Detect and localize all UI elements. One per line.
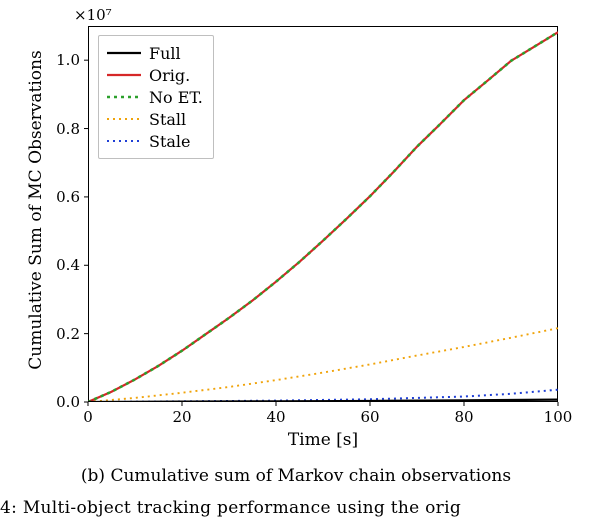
legend-entry: No ET. — [107, 86, 203, 108]
x-tick-label: 40 — [266, 408, 285, 426]
clipped-text-fragment: 4: Multi-object tracking performance usi… — [0, 498, 592, 518]
x-tick-label: 0 — [83, 408, 93, 426]
y-tick-label: 0.2 — [56, 325, 80, 343]
legend-entry: Stall — [107, 108, 203, 130]
legend-swatch — [107, 112, 141, 126]
x-tick-label: 20 — [172, 408, 191, 426]
x-tick-label: 80 — [454, 408, 473, 426]
figure: ×10⁷ Cumulative Sum of MC Observations T… — [0, 0, 592, 520]
legend-label: Full — [149, 44, 181, 63]
y-tick-label: 1.0 — [56, 51, 80, 69]
y-tick-label: 0.0 — [56, 393, 80, 411]
y-tick-label: 0.8 — [56, 120, 80, 138]
legend-swatch — [107, 68, 141, 82]
legend-swatch — [107, 134, 141, 148]
caption: (b) Cumulative sum of Markov chain obser… — [0, 466, 592, 486]
y-tick-label: 0.6 — [56, 188, 80, 206]
legend-swatch — [107, 46, 141, 60]
legend-entry: Orig. — [107, 64, 203, 86]
legend-entry: Stale — [107, 130, 203, 152]
legend-label: Orig. — [149, 66, 190, 85]
x-tick-label: 100 — [544, 408, 573, 426]
legend-swatch — [107, 90, 141, 104]
legend-label: Stall — [149, 110, 186, 129]
legend-label: No ET. — [149, 88, 203, 107]
x-tick-label: 60 — [360, 408, 379, 426]
x-axis-label: Time [s] — [88, 430, 558, 450]
legend-label: Stale — [149, 132, 191, 151]
legend-entry: Full — [107, 42, 203, 64]
y-axis-label: Cumulative Sum of MC Observations — [26, 20, 46, 400]
legend: Full Orig. No ET. Stall Stale — [98, 35, 214, 159]
y-axis-exponent: ×10⁷ — [74, 6, 112, 24]
y-tick-label: 0.4 — [56, 256, 80, 274]
